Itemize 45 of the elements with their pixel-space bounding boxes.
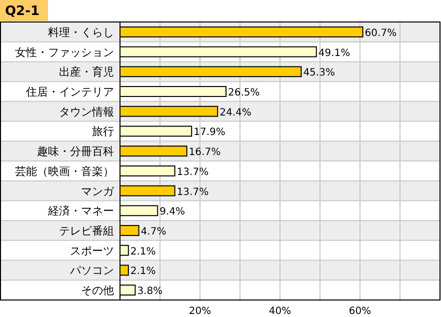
y-tick-label: テレビ番組 bbox=[59, 224, 114, 238]
data-label: 17.9% bbox=[194, 127, 226, 138]
bar bbox=[120, 165, 176, 176]
data-label: 49.1% bbox=[318, 48, 350, 59]
data-label: 9.4% bbox=[160, 206, 186, 218]
data-label: 26.5% bbox=[228, 88, 260, 98]
y-tick-label: 経済・マネー bbox=[47, 204, 114, 218]
y-tick-label: 女性・ファッション bbox=[15, 46, 114, 59]
y-tick-label: 旅行 bbox=[92, 125, 114, 138]
y-tick-label: スポーツ bbox=[70, 244, 114, 258]
bar bbox=[120, 26, 364, 38]
data-label: 45.3% bbox=[303, 68, 335, 79]
bar bbox=[120, 244, 129, 256]
data-label: 13.7% bbox=[176, 166, 209, 178]
bar bbox=[120, 66, 302, 78]
data-label: 4.7% bbox=[140, 226, 166, 238]
data-label: 2.1% bbox=[130, 246, 156, 258]
data-label: 13.7% bbox=[176, 186, 209, 198]
bar bbox=[120, 106, 218, 117]
data-label: 24.4% bbox=[220, 107, 252, 118]
y-tick-label: その他 bbox=[81, 284, 114, 298]
y-tick-label: パソコン bbox=[69, 264, 114, 278]
y-tick-label: 料理・くらし bbox=[48, 26, 114, 39]
data-label: 3.8% bbox=[137, 286, 163, 298]
y-tick-label: 芸能（映画・音楽） bbox=[15, 164, 114, 178]
bar bbox=[120, 146, 188, 157]
y-tick-label: マンガ bbox=[81, 184, 115, 198]
data-label: 60.7% bbox=[364, 28, 397, 39]
chart-title: Q2-1 bbox=[5, 4, 40, 19]
bar bbox=[120, 46, 317, 58]
x-tick-label: 20% bbox=[188, 306, 212, 317]
bar bbox=[120, 185, 176, 196]
bar bbox=[120, 225, 140, 236]
bar bbox=[120, 86, 226, 97]
data-label: 16.7% bbox=[188, 147, 221, 158]
y-tick-label: タウン情報 bbox=[59, 105, 114, 118]
bar bbox=[120, 205, 158, 216]
bar bbox=[120, 126, 192, 137]
data-label: 2.1% bbox=[130, 266, 156, 278]
y-tick-label: 趣味・分冊百科 bbox=[37, 145, 114, 158]
y-tick-label: 住居・インテリア bbox=[26, 86, 114, 98]
x-tick-label: 60% bbox=[348, 306, 372, 317]
bar bbox=[120, 284, 136, 296]
x-tick-label: 40% bbox=[268, 306, 292, 317]
y-tick-label: 出産・育児 bbox=[59, 66, 114, 79]
